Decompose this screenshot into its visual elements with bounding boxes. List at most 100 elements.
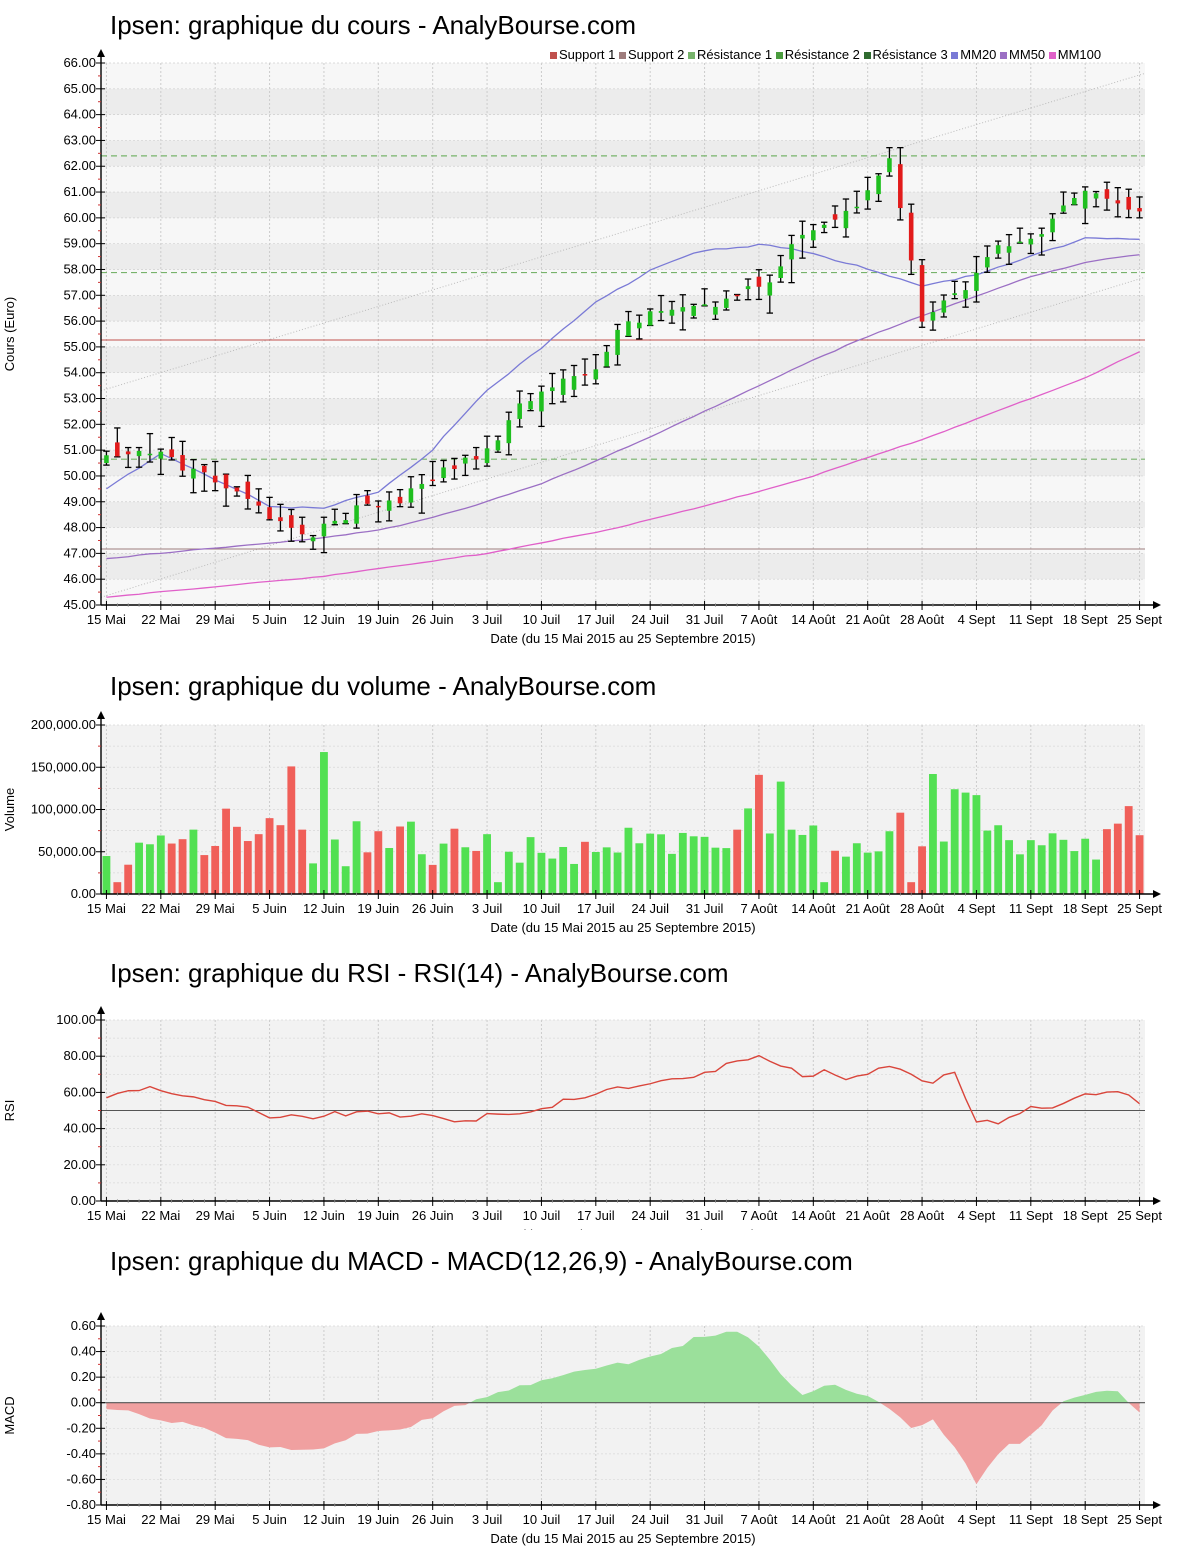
svg-text:-0.20: -0.20 xyxy=(66,1420,96,1435)
svg-text:22 Mai: 22 Mai xyxy=(141,901,180,916)
svg-text:25 Sept: 25 Sept xyxy=(1117,1512,1162,1527)
svg-text:21 Août: 21 Août xyxy=(846,901,890,916)
svg-text:7 Août: 7 Août xyxy=(741,1208,778,1223)
svg-text:25 Sept: 25 Sept xyxy=(1117,612,1162,627)
svg-text:12 Juin: 12 Juin xyxy=(303,1512,345,1527)
svg-text:18 Sept: 18 Sept xyxy=(1063,612,1108,627)
svg-text:10 Juil: 10 Juil xyxy=(523,1512,561,1527)
svg-text:62.00: 62.00 xyxy=(63,158,96,173)
svg-text:56.00: 56.00 xyxy=(63,313,96,328)
svg-text:46.00: 46.00 xyxy=(63,571,96,586)
svg-text:0.60: 0.60 xyxy=(71,1318,96,1333)
svg-text:29 Mai: 29 Mai xyxy=(196,612,235,627)
svg-text:19 Juin: 19 Juin xyxy=(357,612,399,627)
svg-text:14 Août: 14 Août xyxy=(791,612,835,627)
svg-text:64.00: 64.00 xyxy=(63,107,96,122)
svg-text:3 Juil: 3 Juil xyxy=(472,1208,502,1223)
svg-text:54.00: 54.00 xyxy=(63,365,96,380)
svg-text:4 Sept: 4 Sept xyxy=(958,1208,996,1223)
svg-text:17 Juil: 17 Juil xyxy=(577,1208,615,1223)
svg-text:55.00: 55.00 xyxy=(63,339,96,354)
svg-text:MACD: MACD xyxy=(2,1396,17,1434)
svg-text:5 Juin: 5 Juin xyxy=(252,901,287,916)
svg-text:Date (du 15 Mai 2015 au 25 Sep: Date (du 15 Mai 2015 au 25 Septembre 201… xyxy=(490,1531,755,1546)
svg-text:50,000.00: 50,000.00 xyxy=(38,844,96,859)
svg-text:-0.40: -0.40 xyxy=(66,1446,96,1461)
svg-text:65.00: 65.00 xyxy=(63,81,96,96)
svg-text:31 Juil: 31 Juil xyxy=(686,1512,724,1527)
svg-text:28 Août: 28 Août xyxy=(900,901,944,916)
svg-text:12 Juin: 12 Juin xyxy=(303,901,345,916)
svg-text:66.00: 66.00 xyxy=(63,55,96,70)
svg-text:24 Juil: 24 Juil xyxy=(631,1512,669,1527)
svg-text:12 Juin: 12 Juin xyxy=(303,1208,345,1223)
svg-text:10 Juil: 10 Juil xyxy=(523,612,561,627)
svg-text:29 Mai: 29 Mai xyxy=(196,901,235,916)
svg-text:Cours (Euro): Cours (Euro) xyxy=(2,297,17,371)
svg-text:0.00: 0.00 xyxy=(71,886,96,901)
svg-text:26 Juin: 26 Juin xyxy=(412,1512,454,1527)
svg-text:49.00: 49.00 xyxy=(63,494,96,509)
svg-text:21 Août: 21 Août xyxy=(846,612,890,627)
svg-text:53.00: 53.00 xyxy=(63,391,96,406)
svg-text:31 Juil: 31 Juil xyxy=(686,612,724,627)
svg-text:51.00: 51.00 xyxy=(63,442,96,457)
svg-text:29 Mai: 29 Mai xyxy=(196,1512,235,1527)
svg-text:14 Août: 14 Août xyxy=(791,1208,835,1223)
svg-text:29 Mai: 29 Mai xyxy=(196,1208,235,1223)
svg-text:Date (du 15 Mai 2015 au 25 Sep: Date (du 15 Mai 2015 au 25 Septembre 201… xyxy=(490,631,755,646)
svg-text:18 Sept: 18 Sept xyxy=(1063,1512,1108,1527)
svg-text:25 Sept: 25 Sept xyxy=(1117,901,1162,916)
svg-text:59.00: 59.00 xyxy=(63,236,96,251)
svg-text:7 Août: 7 Août xyxy=(741,901,778,916)
svg-text:5 Juin: 5 Juin xyxy=(252,612,287,627)
svg-text:28 Août: 28 Août xyxy=(900,1208,944,1223)
svg-text:7 Août: 7 Août xyxy=(741,612,778,627)
svg-text:60.00: 60.00 xyxy=(63,1084,96,1099)
svg-text:57.00: 57.00 xyxy=(63,287,96,302)
svg-text:21 Août: 21 Août xyxy=(846,1512,890,1527)
svg-text:24 Juil: 24 Juil xyxy=(631,901,669,916)
svg-text:5 Juin: 5 Juin xyxy=(252,1512,287,1527)
svg-text:3 Juil: 3 Juil xyxy=(472,901,502,916)
svg-text:11 Sept: 11 Sept xyxy=(1009,612,1053,627)
svg-text:7 Août: 7 Août xyxy=(741,1512,778,1527)
svg-text:4 Sept: 4 Sept xyxy=(958,612,996,627)
svg-text:45.00: 45.00 xyxy=(63,597,96,612)
svg-text:18 Sept: 18 Sept xyxy=(1063,1208,1108,1223)
svg-text:5 Juin: 5 Juin xyxy=(252,1208,287,1223)
svg-text:26 Juin: 26 Juin xyxy=(412,612,454,627)
svg-text:4 Sept: 4 Sept xyxy=(958,901,996,916)
svg-text:20.00: 20.00 xyxy=(63,1157,96,1172)
svg-text:10 Juil: 10 Juil xyxy=(523,1208,561,1223)
svg-text:14 Août: 14 Août xyxy=(791,901,835,916)
svg-text:3 Juil: 3 Juil xyxy=(472,612,502,627)
svg-text:17 Juil: 17 Juil xyxy=(577,901,615,916)
svg-text:15 Mai: 15 Mai xyxy=(87,1512,126,1527)
svg-text:50.00: 50.00 xyxy=(63,468,96,483)
svg-text:52.00: 52.00 xyxy=(63,416,96,431)
svg-text:26 Juin: 26 Juin xyxy=(412,901,454,916)
svg-text:0.00: 0.00 xyxy=(71,1193,96,1208)
svg-text:19 Juin: 19 Juin xyxy=(357,1208,399,1223)
svg-text:60.00: 60.00 xyxy=(63,210,96,225)
svg-text:11 Sept: 11 Sept xyxy=(1009,1208,1053,1223)
svg-text:3 Juil: 3 Juil xyxy=(472,1512,502,1527)
svg-text:61.00: 61.00 xyxy=(63,184,96,199)
svg-text:22 Mai: 22 Mai xyxy=(141,1208,180,1223)
svg-text:19 Juin: 19 Juin xyxy=(357,1512,399,1527)
svg-text:47.00: 47.00 xyxy=(63,545,96,560)
svg-text:18 Sept: 18 Sept xyxy=(1063,901,1108,916)
svg-text:28 Août: 28 Août xyxy=(900,1512,944,1527)
svg-text:22 Mai: 22 Mai xyxy=(141,612,180,627)
svg-text:200,000.00: 200,000.00 xyxy=(31,717,96,732)
svg-text:22 Mai: 22 Mai xyxy=(141,1512,180,1527)
svg-text:31 Juil: 31 Juil xyxy=(686,1208,724,1223)
svg-text:17 Juil: 17 Juil xyxy=(577,1512,615,1527)
svg-text:0.20: 0.20 xyxy=(71,1369,96,1384)
svg-text:48.00: 48.00 xyxy=(63,520,96,535)
svg-text:-0.80: -0.80 xyxy=(66,1497,96,1512)
svg-text:0.40: 0.40 xyxy=(71,1344,96,1359)
svg-text:19 Juin: 19 Juin xyxy=(357,901,399,916)
svg-text:26 Juin: 26 Juin xyxy=(412,1208,454,1223)
